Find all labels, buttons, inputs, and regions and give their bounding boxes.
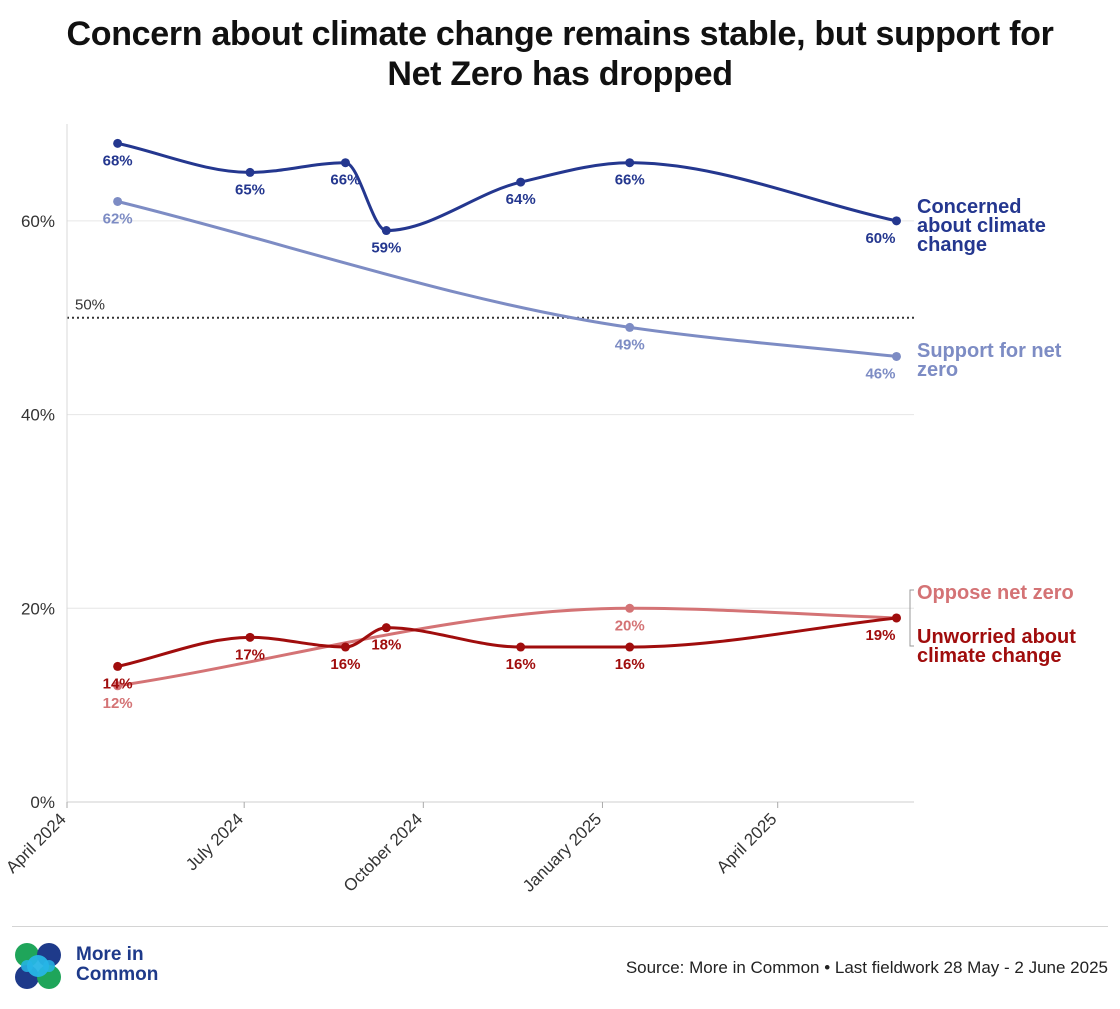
data-label: 14%: [103, 675, 133, 692]
data-label: 18%: [371, 637, 401, 654]
data-label: 66%: [615, 172, 645, 189]
data-label: 66%: [330, 172, 360, 189]
data-point: [381, 226, 391, 236]
more-in-common-logo-icon: [15, 943, 61, 989]
y-tick-label: 0%: [30, 793, 55, 812]
data-point: [245, 632, 255, 642]
chart-title-line-2: Net Zero has dropped: [387, 55, 733, 93]
x-tick-label: July 2024: [182, 809, 247, 874]
data-label: 19%: [865, 627, 895, 644]
series-name-label: about climate: [917, 215, 1046, 237]
y-tick-label: 20%: [21, 599, 55, 618]
series-line: [116, 606, 898, 688]
data-point: [891, 216, 901, 226]
data-label: 12%: [103, 695, 133, 712]
y-tick-label: 40%: [21, 406, 55, 425]
y-tick-label: 60%: [21, 212, 55, 231]
x-tick-label: April 2024: [2, 809, 70, 877]
data-point: [625, 642, 635, 652]
x-tick-label: January 2025: [519, 809, 605, 895]
data-label: 16%: [506, 656, 536, 673]
end-label-bracket: [909, 589, 914, 647]
series-line: [116, 199, 898, 358]
data-point: [113, 138, 123, 148]
series-name-label: climate change: [917, 645, 1062, 667]
x-tick-label: October 2024: [340, 809, 426, 895]
data-label: 62%: [103, 210, 133, 227]
series-name-label: Support for net: [917, 340, 1062, 362]
data-point: [891, 351, 901, 361]
source-note: Source: More in Common • Last fieldwork …: [625, 958, 1108, 977]
series-layer: [113, 138, 901, 691]
chart-title-line-1: Concern about climate change remains sta…: [66, 15, 1054, 53]
logo-line-2: Common: [76, 964, 159, 985]
logo-wordmark: More in Common: [76, 945, 158, 985]
axis-layer: 0% 20% 40% 60% April 2024 July 2024 October 20…: [2, 124, 914, 896]
data-point: [625, 322, 635, 332]
series-name-label: Concerned: [917, 196, 1021, 218]
data-label: 59%: [371, 240, 401, 257]
data-label: 65%: [235, 181, 265, 198]
footer-divider: [12, 926, 1108, 927]
data-point: [113, 196, 123, 206]
data-label: 60%: [865, 230, 895, 247]
reference-line-label: 50%: [75, 297, 105, 314]
data-label: 17%: [235, 646, 265, 663]
data-label: 16%: [615, 656, 645, 673]
data-label: 16%: [330, 656, 360, 673]
data-point: [340, 158, 350, 168]
chart-title: Concern about climate change remains sta…: [0, 14, 1120, 94]
data-point: [381, 623, 391, 633]
series-name-label: Unworried about: [917, 626, 1076, 648]
data-point: [516, 642, 526, 652]
data-label: 64%: [506, 191, 536, 208]
logo-line-1: More in: [76, 944, 144, 965]
data-point: [113, 681, 123, 691]
grid-layer: 50%: [67, 220, 914, 803]
series-name-label: change: [917, 234, 987, 256]
data-point: [891, 613, 901, 623]
data-label: 68%: [103, 152, 133, 169]
data-point: [245, 167, 255, 177]
data-label: 20%: [615, 617, 645, 634]
data-point: [625, 158, 635, 168]
x-tick-label: April 2025: [713, 809, 781, 877]
data-label: 46%: [865, 365, 895, 382]
line-chart: 50% 0% 20% 40% 60% April 2024 July 2024 Octobe…: [2, 124, 1077, 896]
data-label: 49%: [615, 336, 645, 353]
data-point: [625, 603, 635, 613]
series-name-label: Oppose net zero: [917, 582, 1074, 604]
data-point: [340, 642, 350, 652]
series-name-label: zero: [917, 359, 958, 381]
data-point: [113, 661, 123, 671]
data-point: [516, 177, 526, 187]
